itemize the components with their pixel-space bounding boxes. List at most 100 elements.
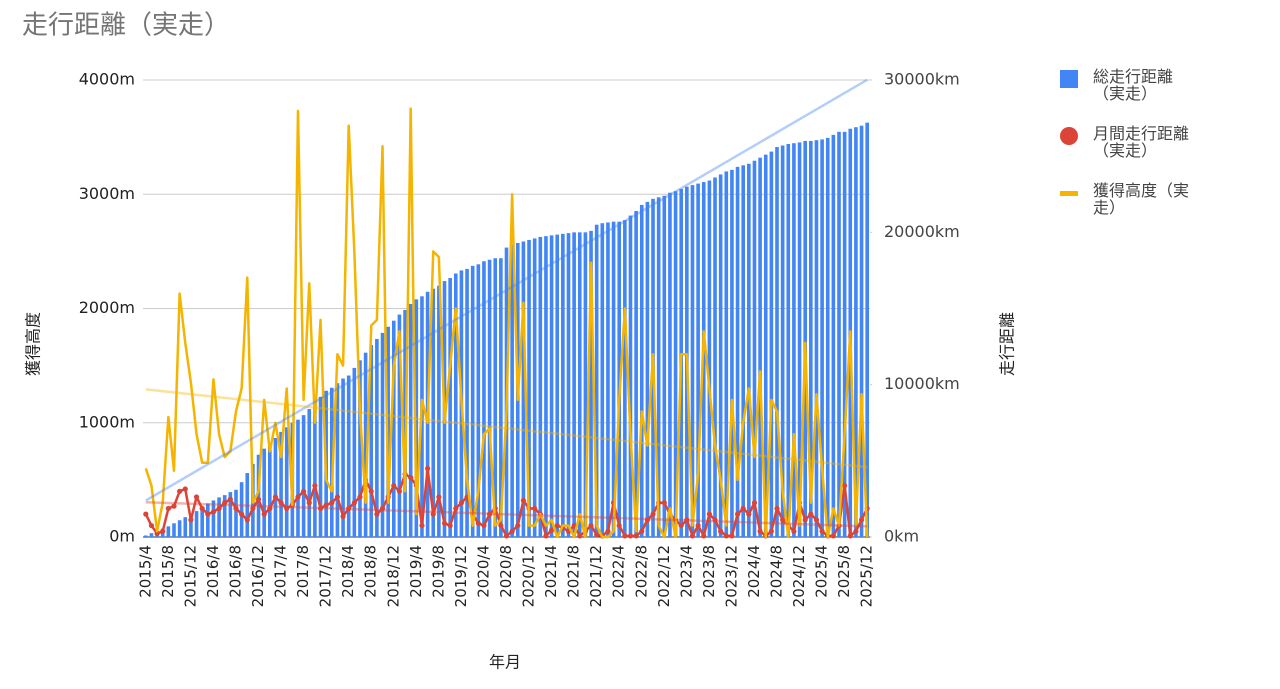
point <box>267 505 273 512</box>
x-tick-label: 2023/8 <box>700 545 718 598</box>
point <box>379 505 386 512</box>
bar <box>149 533 154 537</box>
y-tick-label: 4000m <box>79 70 135 89</box>
legend-swatch <box>1060 127 1078 145</box>
point <box>334 494 341 500</box>
point <box>774 505 780 512</box>
bar <box>166 526 171 537</box>
bar <box>583 232 588 538</box>
bar <box>809 140 813 537</box>
legend-swatch <box>1060 191 1078 196</box>
point <box>515 522 521 529</box>
bar <box>814 140 819 537</box>
point <box>554 522 560 529</box>
x-tick-label: 2020/8 <box>497 545 515 598</box>
point <box>317 505 324 512</box>
bar <box>549 235 554 537</box>
point <box>791 528 797 534</box>
point <box>689 533 696 539</box>
point <box>340 513 346 520</box>
bar <box>476 264 481 537</box>
point <box>695 522 701 529</box>
bar <box>752 160 757 537</box>
y2-tick-label: 20000km <box>884 222 960 241</box>
x-tick-label: 2016/8 <box>226 545 244 598</box>
bar <box>825 137 830 538</box>
bar <box>662 195 667 538</box>
x-tick-label: 2022/8 <box>632 545 650 598</box>
bar <box>217 497 221 537</box>
point <box>858 517 865 523</box>
bar <box>256 454 261 537</box>
x-tick-label: 2017/4 <box>272 545 290 598</box>
y2-tick-label: 10000km <box>884 374 960 393</box>
bar <box>431 288 436 537</box>
bar <box>797 142 802 537</box>
point <box>171 503 177 509</box>
point <box>481 522 487 529</box>
point <box>757 528 763 534</box>
point <box>644 517 650 523</box>
point <box>701 533 707 539</box>
bar <box>690 185 695 538</box>
point <box>312 482 318 489</box>
point <box>244 517 250 523</box>
bar <box>499 258 503 537</box>
bar <box>391 320 396 537</box>
bar <box>628 215 633 537</box>
x-tick-label: 2022/12 <box>655 545 673 607</box>
bar <box>656 197 661 537</box>
line <box>144 107 869 539</box>
point <box>177 488 183 494</box>
point <box>723 533 729 539</box>
point <box>222 500 228 506</box>
bar <box>673 191 678 537</box>
bar <box>859 125 864 537</box>
chart-title: 走行距離（実走） <box>22 11 230 41</box>
bar <box>837 131 841 537</box>
point <box>842 482 848 489</box>
bar <box>639 204 644 537</box>
point <box>486 511 493 517</box>
point <box>250 505 256 512</box>
point <box>227 496 233 502</box>
bar <box>284 427 289 537</box>
point <box>233 505 239 512</box>
point <box>706 511 712 517</box>
bar <box>713 177 717 537</box>
bar <box>510 244 514 537</box>
x-tick-label: 2024/4 <box>745 545 763 598</box>
legend-label: 総走行距離（実走） <box>1093 67 1174 103</box>
bar <box>380 332 385 537</box>
bar <box>820 139 824 537</box>
bar <box>724 171 729 537</box>
point <box>633 533 639 539</box>
point <box>210 509 217 515</box>
x-tick-label: 2021/4 <box>542 545 560 598</box>
bar <box>414 299 419 537</box>
point <box>548 527 555 533</box>
point <box>458 500 465 506</box>
bar <box>696 183 700 537</box>
bar <box>222 495 227 537</box>
point <box>143 511 149 517</box>
point <box>588 522 594 529</box>
x-tick-label: 2015/12 <box>181 545 199 607</box>
point <box>441 520 448 526</box>
point <box>503 533 510 539</box>
y-tick-label: 2000m <box>79 298 135 317</box>
bar <box>865 122 869 538</box>
point <box>165 505 171 512</box>
bar <box>239 482 244 537</box>
point <box>830 533 836 539</box>
point <box>622 533 628 539</box>
point <box>205 511 211 517</box>
point <box>374 511 380 517</box>
bar <box>730 169 734 538</box>
point <box>802 517 808 523</box>
point <box>396 488 403 494</box>
bar <box>183 517 188 537</box>
bar <box>482 261 486 537</box>
bar <box>606 222 610 537</box>
